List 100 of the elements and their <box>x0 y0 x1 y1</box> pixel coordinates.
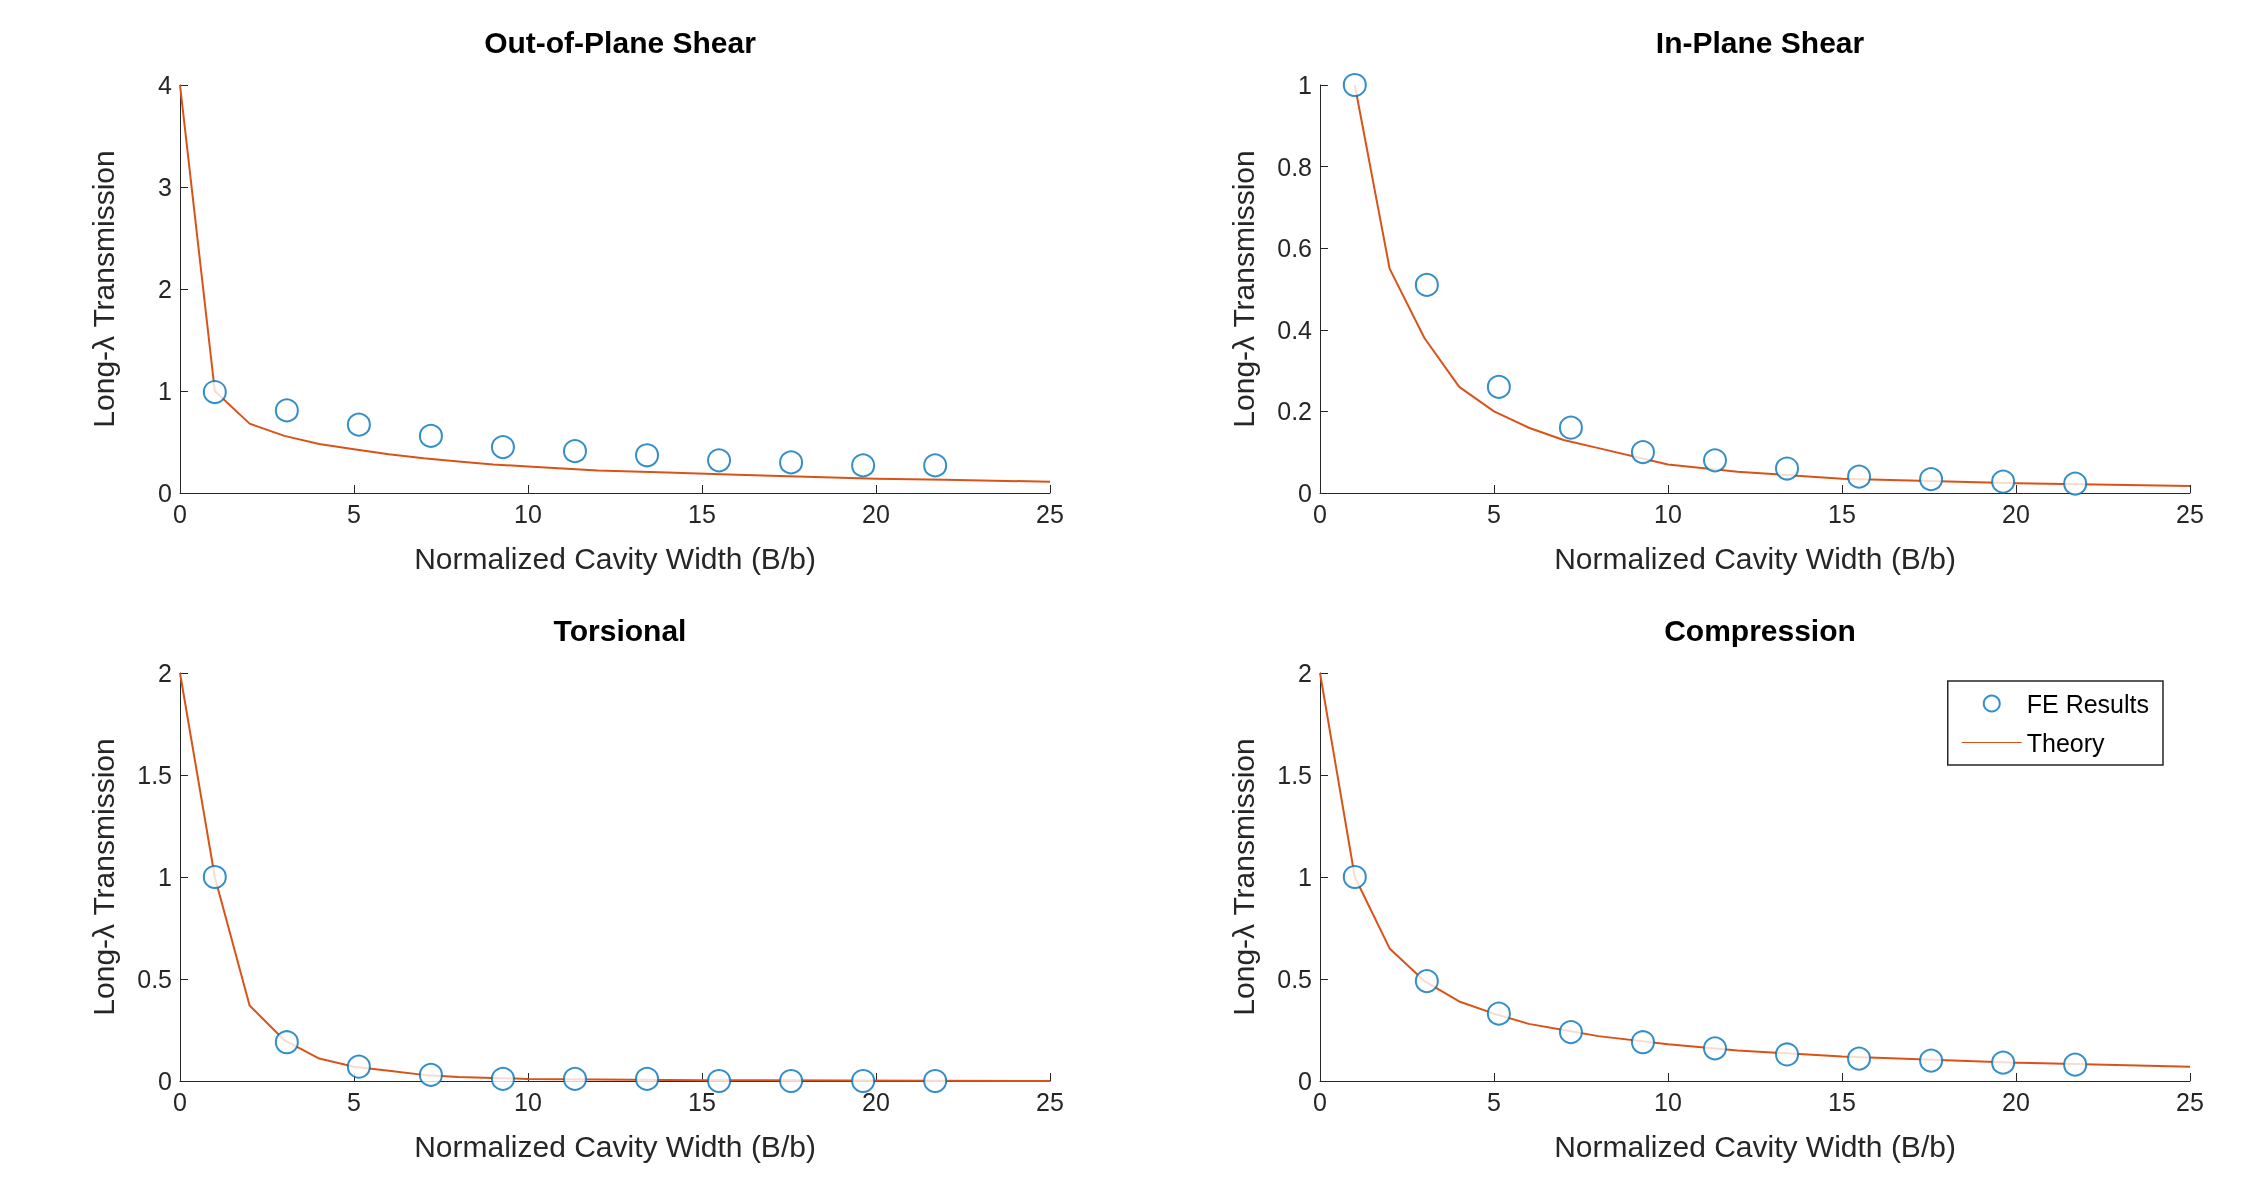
point <box>1342 73 1367 97</box>
y-tick-label: 1.5 <box>1277 761 1312 789</box>
x-tick-label: 20 <box>862 1087 890 1116</box>
point <box>851 453 876 478</box>
y-tick-label: 2 <box>158 659 172 687</box>
y-tick-label: 4 <box>158 71 173 99</box>
point <box>1991 469 2016 494</box>
point <box>418 423 443 448</box>
point <box>1775 456 1800 481</box>
point <box>274 398 299 423</box>
x-tick-label: 10 <box>514 499 542 528</box>
x-axis-title: Normalized Cavity Width (B/b) <box>1554 1129 1956 1163</box>
point <box>274 1030 299 1055</box>
x-tick-label: 25 <box>2176 1087 2204 1116</box>
line-series <box>179 84 1051 483</box>
line-series <box>179 672 1051 1082</box>
point <box>418 1062 443 1087</box>
y-tick-label: 0 <box>158 1067 172 1095</box>
point <box>1847 1046 1872 1071</box>
point <box>635 443 660 468</box>
point <box>202 380 227 405</box>
point <box>1991 1050 2016 1075</box>
y-tick-label: 1 <box>158 863 172 891</box>
y-tick-label: 0.4 <box>1277 315 1313 344</box>
point <box>1342 865 1367 889</box>
chart-title: Compression <box>1664 613 1856 647</box>
point <box>202 865 227 889</box>
point <box>923 1069 948 1093</box>
point <box>490 1066 515 1091</box>
x-tick-label: 25 <box>1036 1087 1064 1116</box>
point <box>1414 969 1439 994</box>
point <box>563 1066 587 1091</box>
x-axis-title: Normalized Cavity Width (B/b) <box>414 1129 816 1163</box>
y-tick-label: 0.8 <box>1277 152 1312 181</box>
chart-title: Out-of-Plane Shear <box>484 25 757 59</box>
x-tick-label: 25 <box>2176 499 2204 528</box>
x-tick-label: 5 <box>1487 499 1501 528</box>
point <box>2063 1052 2088 1077</box>
y-tick-label: 1 <box>1298 71 1312 99</box>
point <box>635 1066 660 1091</box>
x-tick-label: 20 <box>2002 1087 2030 1116</box>
y-tick-label: 0 <box>1298 479 1312 507</box>
y-tick-label: 1 <box>1298 863 1312 891</box>
point <box>1703 448 1727 473</box>
point <box>779 450 804 475</box>
y-tick-label: 0.2 <box>1277 397 1312 426</box>
line-series <box>1319 672 2191 1068</box>
point <box>1703 1036 1727 1061</box>
y-tick-label: 2 <box>1298 659 1312 687</box>
point <box>490 435 515 460</box>
point <box>346 1054 371 1079</box>
legend-label: Theory <box>2026 728 2106 757</box>
y-axis-title: Long-λ Transmission <box>86 738 120 1016</box>
point <box>1630 1030 1655 1055</box>
point <box>923 453 948 478</box>
point <box>1847 464 1872 489</box>
x-tick-label: 5 <box>1487 1087 1501 1116</box>
point <box>1775 1042 1800 1067</box>
x-axis-title: Normalized Cavity Width (B/b) <box>414 541 816 575</box>
legend-label: FE Results <box>2026 689 2150 718</box>
x-tick-label: 15 <box>688 499 716 528</box>
x-tick-label: 5 <box>347 499 361 528</box>
point <box>1558 1020 1583 1045</box>
chart-title: Torsional <box>553 613 687 647</box>
x-tick-label: 25 <box>1036 499 1064 528</box>
x-axis-title: Normalized Cavity Width (B/b) <box>1554 541 1956 575</box>
x-tick-label: 15 <box>1828 1087 1856 1116</box>
y-axis-title: Long-λ Transmission <box>1226 738 1260 1016</box>
point <box>346 412 371 437</box>
x-tick-label: 10 <box>514 1087 542 1116</box>
point <box>707 448 732 473</box>
point <box>1414 272 1439 297</box>
x-tick-label: 15 <box>1828 499 1856 528</box>
point <box>851 1069 876 1093</box>
point <box>2063 471 2088 496</box>
x-tick-label: 20 <box>2002 499 2030 528</box>
y-tick-label: 1.5 <box>137 761 172 789</box>
y-tick-label: 2 <box>158 275 172 303</box>
y-tick-label: 0 <box>158 479 172 507</box>
y-axis-title: Long-λ Transmission <box>86 150 120 428</box>
y-tick-label: 1 <box>158 377 172 405</box>
y-tick-label: 0.5 <box>1277 965 1312 993</box>
point <box>1919 467 1944 492</box>
point <box>1558 415 1583 440</box>
x-tick-label: 15 <box>688 1087 716 1116</box>
y-tick-label: 0 <box>1298 1067 1312 1095</box>
point <box>1486 374 1511 399</box>
y-tick-label: 0.6 <box>1277 234 1312 263</box>
point <box>1919 1048 1944 1073</box>
y-axis-title: Long-λ Transmission <box>1226 150 1260 428</box>
y-tick-label: 0.5 <box>137 965 172 993</box>
point <box>1486 1001 1511 1026</box>
x-tick-label: 10 <box>1654 499 1682 528</box>
chart-title: In-Plane Shear <box>1655 25 1865 59</box>
x-tick-label: 5 <box>347 1087 361 1116</box>
point <box>1630 440 1655 465</box>
y-tick-label: 3 <box>158 173 172 201</box>
point <box>779 1069 804 1093</box>
x-tick-label: 20 <box>862 499 890 528</box>
x-tick-label: 10 <box>1654 1087 1682 1116</box>
